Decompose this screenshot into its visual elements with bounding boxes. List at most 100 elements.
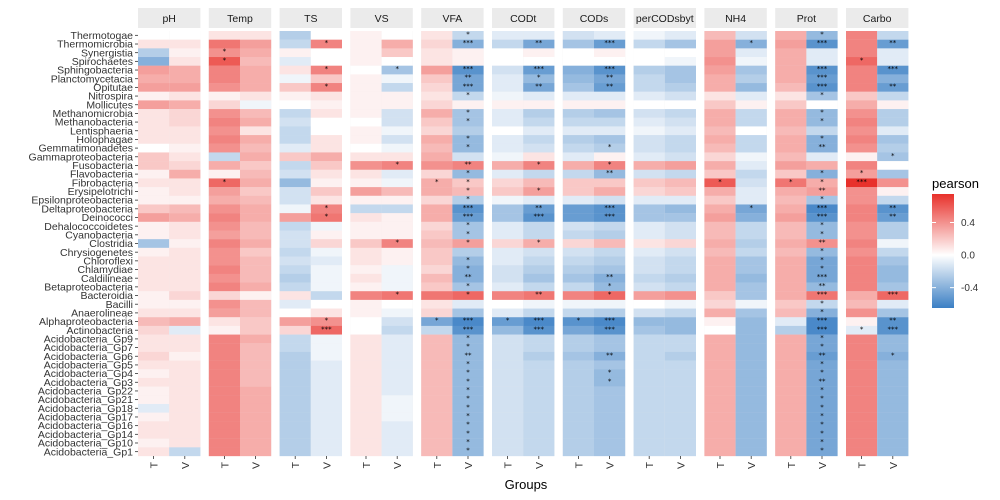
heatmap-cell — [523, 334, 555, 344]
heatmap-cell — [421, 204, 453, 214]
heatmap-cell — [208, 65, 240, 75]
facet-strip-nh4 — [704, 8, 767, 28]
heatmap-cell — [806, 395, 838, 405]
significance-marker: *** — [604, 317, 615, 325]
heatmap-cell — [452, 65, 484, 75]
heatmap-cell — [169, 152, 201, 162]
heatmap-cell — [562, 65, 594, 75]
heatmap-cell — [452, 152, 484, 162]
heatmap-cell — [664, 282, 696, 292]
heatmap-cell — [310, 195, 342, 205]
heatmap-cell — [806, 187, 838, 196]
heatmap-cell — [381, 31, 413, 40]
heatmap-cell — [775, 152, 807, 162]
heatmap-cell — [138, 135, 170, 144]
heatmap-cell — [421, 308, 453, 318]
heatmap-cell — [562, 247, 594, 257]
heatmap-cell — [735, 204, 767, 214]
x-tick-label: T — [361, 461, 373, 468]
significance-marker: ** — [819, 239, 827, 247]
heatmap-cell — [877, 178, 909, 188]
heatmap-cell — [208, 221, 240, 231]
heatmap-cell — [735, 169, 767, 179]
significance-marker: ** — [535, 204, 543, 212]
significance-marker: * — [466, 282, 470, 290]
significance-marker: * — [820, 360, 824, 368]
x-tick-label: V — [321, 462, 333, 469]
heatmap-cell — [310, 65, 342, 75]
heatmap-cell — [704, 143, 736, 153]
heatmap-cell — [562, 429, 594, 439]
heatmap-cell — [562, 325, 594, 335]
heatmap-cell — [421, 325, 453, 335]
significance-marker: * — [466, 169, 470, 177]
heatmap-cell — [310, 161, 342, 170]
heatmap-cell — [350, 74, 382, 84]
significance-marker: *** — [534, 213, 545, 221]
heatmap-cell — [240, 308, 272, 318]
heatmap-cell — [562, 317, 594, 327]
heatmap-cell — [735, 256, 767, 266]
heatmap-cell — [279, 256, 311, 266]
heatmap-cell — [310, 187, 342, 196]
heatmap-cell — [594, 256, 626, 266]
heatmap-cell — [169, 57, 201, 66]
row-label-acidobacteria-gp18: Acidobacteria_Gp18 — [38, 403, 133, 415]
heatmap-cell — [492, 291, 524, 301]
heatmap-cell — [138, 213, 170, 222]
heatmap-cell — [523, 265, 555, 275]
significance-marker: * — [820, 256, 824, 264]
heatmap-cell — [633, 187, 665, 196]
facet-label-cods: CODs — [580, 13, 609, 25]
heatmap-cell — [735, 187, 767, 196]
heatmap-cell — [381, 213, 413, 222]
heatmap-cell — [452, 74, 484, 84]
heatmap-cell — [279, 421, 311, 431]
heatmap-cell — [452, 230, 484, 240]
heatmap-cell — [562, 421, 594, 431]
significance-marker: ** — [606, 82, 614, 90]
heatmap-cell — [704, 83, 736, 92]
heatmap-cell — [240, 429, 272, 439]
heatmap-cell — [350, 213, 382, 222]
heatmap-cell — [775, 360, 807, 370]
heatmap-cell — [138, 48, 170, 58]
heatmap-cell — [208, 48, 240, 58]
heatmap-cell — [633, 317, 665, 327]
heatmap-cell — [381, 282, 413, 292]
heatmap-cell — [279, 351, 311, 361]
heatmap-cell — [523, 438, 555, 448]
heatmap-cell — [664, 291, 696, 301]
heatmap-cell — [735, 239, 767, 248]
heatmap-cell — [846, 57, 878, 66]
heatmap-cell — [421, 230, 453, 240]
heatmap-cell — [452, 161, 484, 170]
heatmap-cell — [562, 386, 594, 396]
heatmap-cell — [704, 109, 736, 118]
heatmap-cell — [492, 438, 524, 448]
heatmap-cell — [877, 195, 909, 205]
heatmap-cell — [138, 360, 170, 370]
heatmap-cell — [492, 317, 524, 327]
heatmap-cell — [704, 386, 736, 396]
heatmap-cell — [350, 317, 382, 327]
heatmap-cell — [279, 299, 311, 309]
heatmap-cell — [664, 109, 696, 118]
heatmap-cell — [421, 412, 453, 422]
row-label-thermomicrobia: Thermomicrobia — [57, 39, 133, 51]
row-label-acidobacteria-gp6: Acidobacteria_Gp6 — [44, 351, 133, 363]
heatmap-cell — [421, 117, 453, 127]
heatmap-cell — [846, 377, 878, 387]
heatmap-cell — [138, 291, 170, 301]
heatmap-cell — [169, 282, 201, 292]
heatmap-cell — [421, 273, 453, 283]
heatmap-cell — [240, 83, 272, 92]
heatmap-cell — [594, 143, 626, 153]
facet-label-carbo: Carbo — [863, 13, 892, 25]
heatmap-cell — [310, 256, 342, 266]
row-label-alphaproteobacteria: Alphaproteobacteria — [39, 316, 133, 328]
heatmap-cell — [877, 204, 909, 214]
heatmap-cell — [240, 117, 272, 127]
significance-marker: *** — [817, 204, 828, 212]
